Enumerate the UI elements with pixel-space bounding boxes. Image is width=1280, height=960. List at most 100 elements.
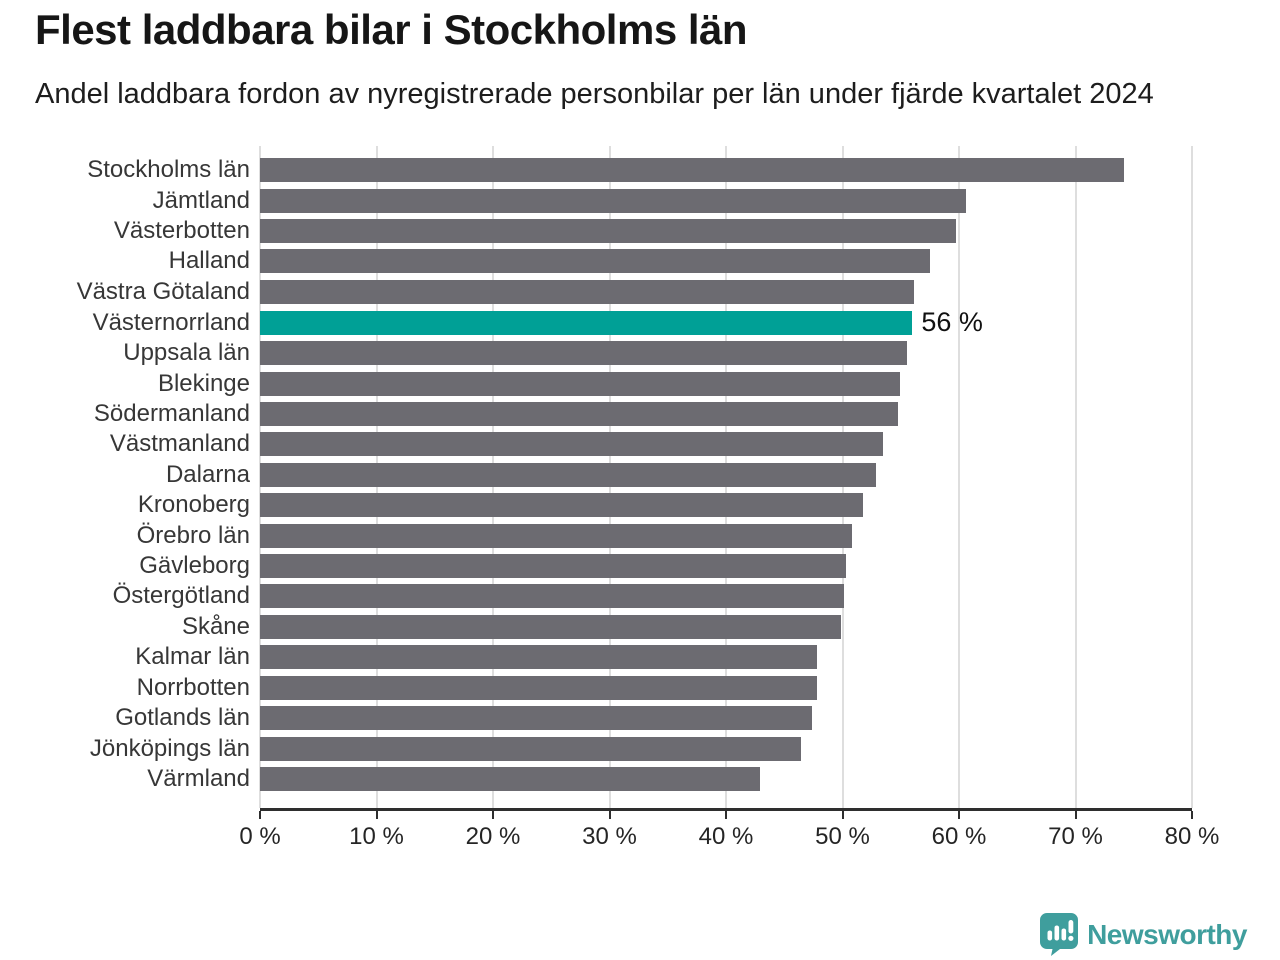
axis-tick-label: 30 % [582,823,637,850]
bar-row: Kalmar län [35,642,1192,672]
bar-row: Gotlands län [35,703,1192,733]
chart-title: Flest laddbara bilar i Stockholms län [35,6,748,53]
bar [260,310,913,335]
axis-tick [725,811,727,819]
axis-tick [958,811,960,819]
brand-name: Newsworthy [1087,918,1247,950]
bar [260,249,930,274]
bar [260,554,846,579]
axis-tick [841,811,844,819]
bar-row: Kronoberg [35,490,1192,520]
bar-track [260,490,1192,520]
bar-row: Västmanland [35,429,1192,459]
category-label: Västmanland [109,430,250,458]
category-label: Jämtland [152,186,250,214]
bar-track [260,673,1192,703]
category-label: Östergötland [112,582,250,610]
axis-tick [1191,811,1193,819]
bar [260,675,817,700]
bar-track: 56 % [260,307,1192,338]
bar [260,645,817,670]
bar-track [260,399,1192,429]
bar-track [260,277,1192,307]
axis-tick [608,811,611,819]
category-label: Örebro län [136,521,250,549]
category-label: Blekinge [157,369,250,397]
bar [260,706,813,731]
category-label: Värmland [147,764,250,792]
axis-tick-label: 50 % [815,823,870,850]
gridline [1191,146,1193,808]
bar [260,766,760,791]
bar-track [260,764,1192,794]
category-label: Kronoberg [137,491,250,519]
axis-tick [1074,811,1077,819]
bar [260,736,801,761]
bar-track [260,429,1192,459]
bar-track [260,155,1192,185]
gridline [1074,146,1077,808]
category-label: Stockholms län [87,156,250,184]
axis-tick-label: 80 % [1164,823,1220,850]
bar [260,584,844,609]
bar-row: Östergötland [35,581,1192,611]
category-label: Norrbotten [136,673,250,701]
bar-row: Västerbotten [35,216,1192,246]
category-label: Skåne [181,612,250,640]
bar [260,279,914,304]
category-label: Västernorrland [92,308,250,336]
bar-row: Södermanland [35,399,1192,429]
axis-tick-label: 70 % [1048,823,1103,850]
axis-tick [375,811,378,819]
bar [260,462,877,487]
bar [260,371,900,396]
bar-track [260,733,1192,763]
bar [260,402,899,427]
bar-row: Örebro län [35,520,1192,550]
category-label: Dalarna [165,460,250,488]
bar-row: Gävleborg [35,551,1192,581]
axis-tick-label: 0 % [239,823,281,850]
axis-tick-label: 20 % [465,823,521,850]
bar-track [260,185,1192,215]
axis-tick [492,811,494,819]
bar-row: Halland [35,246,1192,276]
bar [260,432,884,457]
bar-row: Norrbotten [35,673,1192,703]
newsworthy-logo-icon [1040,913,1079,956]
bar-track [260,460,1192,490]
gridline [958,146,960,808]
bar [260,341,907,366]
bar-track [260,703,1192,733]
bar [260,493,864,518]
bar-row: Värmland [35,764,1192,794]
bar-track [260,520,1192,550]
bar-track [260,216,1192,246]
bar-track [260,581,1192,611]
bar-track [260,338,1192,368]
category-label: Västerbotten [113,217,250,245]
bar-row: Stockholms län [35,155,1192,185]
axis-tick [259,811,261,819]
bar [260,158,1125,183]
bar [260,188,966,213]
bar-track [260,368,1192,398]
brand-footer: Newsworthy [1040,913,1247,956]
plot-area: 0 % 10 % 20 % 30 % 40 % 50 % 60 % 70 % 80 % [239,146,1219,850]
bar-row: Jönköpings län [35,733,1192,763]
bar-row: Uppsala län [35,338,1192,368]
bar-row: Skåne [35,612,1192,642]
axis-tick-label: 10 % [349,823,404,850]
bar-row: Västernorrland 56 % [35,307,1192,338]
category-label: Gävleborg [139,552,250,580]
bar-track [260,612,1192,642]
category-label: Kalmar län [135,643,250,671]
bar-track [260,551,1192,581]
axis-tick-label: 60 % [931,823,987,850]
category-label: Uppsala län [123,339,250,367]
category-label: Halland [168,247,250,275]
bar [260,219,956,244]
value-label: 56 % [921,307,983,338]
bar-row: Jämtland [35,185,1192,215]
axis-tick-label: 40 % [698,823,754,850]
